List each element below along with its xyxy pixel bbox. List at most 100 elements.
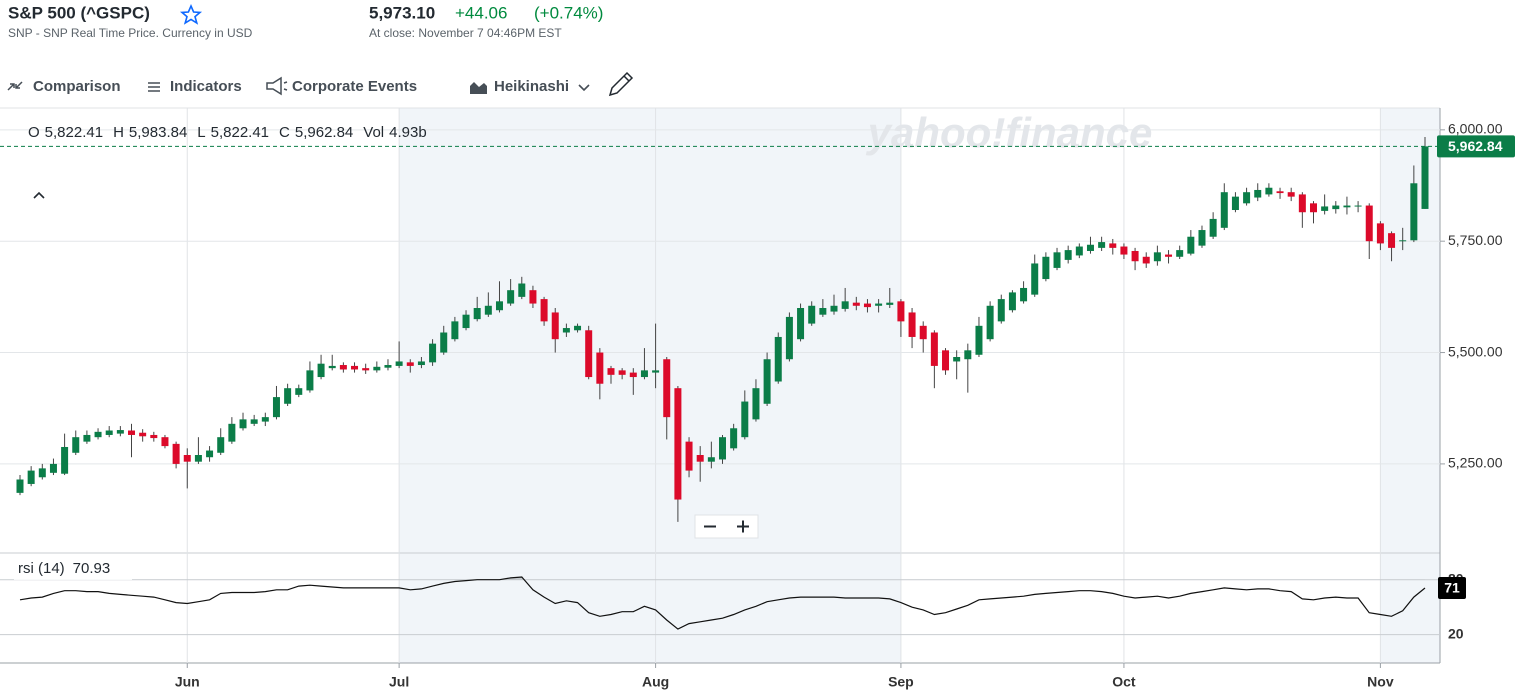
candle-body	[295, 388, 303, 395]
candle-body	[1053, 252, 1061, 268]
candle-body	[640, 370, 648, 378]
candle-body	[562, 328, 570, 333]
candle-body	[919, 325, 927, 340]
quote-title: S&P 500 (^GSPC)	[8, 3, 150, 22]
draw-tool-button[interactable]	[608, 71, 634, 97]
watchlist-star[interactable]	[179, 3, 203, 25]
chart-marks	[16, 137, 1429, 630]
candle-body	[841, 301, 849, 309]
candle-body	[228, 423, 236, 442]
zoom-in-button[interactable]	[737, 520, 749, 533]
candle-body	[1365, 205, 1373, 242]
candle-body	[473, 308, 481, 320]
rsi-line	[19, 576, 1426, 630]
ohlc-value: 5,983.84	[129, 124, 187, 141]
candle-body	[72, 437, 80, 453]
candle-body	[1399, 240, 1407, 242]
candle-body	[1008, 292, 1016, 311]
candle-body	[930, 332, 938, 366]
candle-body	[518, 283, 526, 297]
quote-change-percent: (+0.74%)	[534, 3, 603, 22]
candle-body	[652, 370, 660, 373]
candle-body	[875, 303, 883, 306]
ohlc-key: Vol	[363, 124, 384, 141]
candle-body	[863, 303, 871, 308]
ohlc-key: H	[113, 124, 124, 141]
candle-body	[741, 401, 749, 438]
last-price-badge	[1437, 135, 1515, 158]
watermark: yahoo!finance	[866, 109, 1153, 156]
x-tick-label: Jun	[175, 674, 200, 690]
candle-body	[194, 455, 202, 462]
candle-body	[1098, 242, 1106, 248]
candle-body	[495, 301, 503, 311]
rsi-tick-label: 20	[1448, 625, 1464, 641]
y-tick-label: 5,750.00	[1448, 232, 1503, 248]
candle-body	[417, 361, 425, 366]
candle-body	[38, 468, 46, 478]
toolbar-label: Comparison	[33, 78, 121, 95]
ohlc-key: C	[279, 124, 290, 141]
ohlc-key: O	[28, 124, 40, 141]
y-tick-label: 6,000.00	[1448, 121, 1503, 137]
events-icon	[266, 76, 288, 96]
corporate-events-button[interactable]: Corporate Events	[266, 76, 417, 96]
indicators-button[interactable]: Indicators	[148, 78, 242, 95]
candle-body	[161, 437, 169, 447]
candle-body	[1031, 263, 1039, 295]
candle-body	[239, 419, 247, 429]
rsi-last-badge	[1438, 577, 1466, 600]
candle-body	[105, 430, 113, 435]
candle-body	[1265, 187, 1273, 195]
candle-body	[808, 305, 816, 324]
quote-subtitle: SNP - SNP Real Time Price. Currency in U…	[8, 26, 253, 40]
candle-body	[685, 441, 693, 471]
candle-body	[172, 443, 180, 464]
candle-body	[1020, 287, 1028, 302]
candle-body	[373, 366, 381, 371]
candle-body	[1176, 250, 1184, 257]
candle-body	[1131, 250, 1139, 262]
quote-change: +44.06	[455, 3, 507, 22]
candle-body	[964, 350, 972, 360]
candle-body	[128, 430, 136, 435]
candle-body	[540, 299, 548, 322]
candle-body	[183, 455, 191, 462]
candle-body	[507, 290, 515, 304]
candle-body	[1243, 192, 1251, 204]
ohlc-value: 4.93b	[389, 124, 427, 141]
candle-body	[852, 302, 860, 306]
candle-body	[440, 332, 448, 353]
candle-body	[785, 316, 793, 360]
candle-body	[1354, 205, 1362, 207]
ohlc-value: 5,822.41	[211, 124, 269, 141]
y-tick-label: 5,250.00	[1448, 455, 1503, 471]
candle-body	[908, 312, 916, 337]
candle-body	[707, 457, 715, 462]
candle-body	[1231, 196, 1239, 211]
rsi-last-label: 71	[1444, 580, 1460, 596]
period-shading	[399, 108, 901, 663]
x-tick-label: Nov	[1367, 674, 1394, 690]
candle-body	[429, 343, 437, 363]
candle-body	[1343, 205, 1351, 208]
candle-body	[1298, 194, 1306, 213]
candle-body	[27, 470, 35, 484]
toolbar-label: Corporate Events	[292, 78, 417, 95]
candle-body	[462, 314, 470, 329]
collapse-button[interactable]	[33, 191, 45, 199]
candle-body	[328, 365, 336, 369]
candle-body	[1064, 250, 1072, 260]
candle-body	[1142, 256, 1150, 264]
candle-body	[986, 305, 994, 340]
candle-body	[1198, 230, 1206, 246]
candle-body	[897, 301, 905, 322]
candle-body	[1086, 244, 1094, 251]
candle-body	[551, 312, 559, 340]
candle-body	[674, 388, 682, 500]
indicators-icon	[148, 82, 160, 92]
chart-type-button[interactable]: Heikinashi	[470, 78, 590, 95]
comparison-button[interactable]: Comparison	[7, 78, 121, 95]
candle-body	[284, 388, 292, 404]
